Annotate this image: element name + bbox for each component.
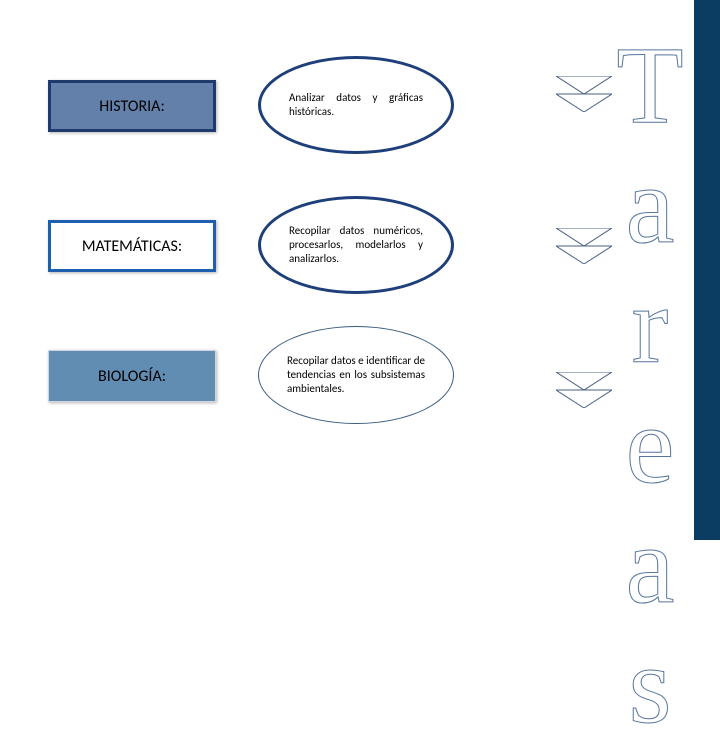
subject-box-biologia: BIOLOGÍA: (48, 350, 216, 402)
task-text: Analizar datos y gráficas históricas. (289, 91, 423, 119)
vertical-title: Tareas (604, 24, 694, 524)
vertical-title-text: Tareas (606, 24, 694, 524)
subject-label: MATEMÁTICAS: (82, 237, 182, 256)
task-text: Recopilar datos e identificar de tendenc… (287, 354, 425, 395)
task-ellipse-biologia: Recopilar datos e identificar de tendenc… (258, 326, 454, 424)
subject-label: HISTORIA: (99, 97, 164, 116)
subject-label: BIOLOGÍA: (98, 367, 166, 386)
task-ellipse-historia: Analizar datos y gráficas históricas. (258, 56, 454, 154)
subject-box-historia: HISTORIA: (48, 80, 216, 132)
task-ellipse-matematicas: Recopilar datos numéricos, procesarlos, … (258, 196, 454, 294)
task-text: Recopilar datos numéricos, procesarlos, … (289, 224, 423, 265)
slide-canvas: HISTORIA: MATEMÁTICAS: BIOLOGÍA: Analiza… (0, 0, 720, 540)
subject-box-matematicas: MATEMÁTICAS: (48, 220, 216, 272)
